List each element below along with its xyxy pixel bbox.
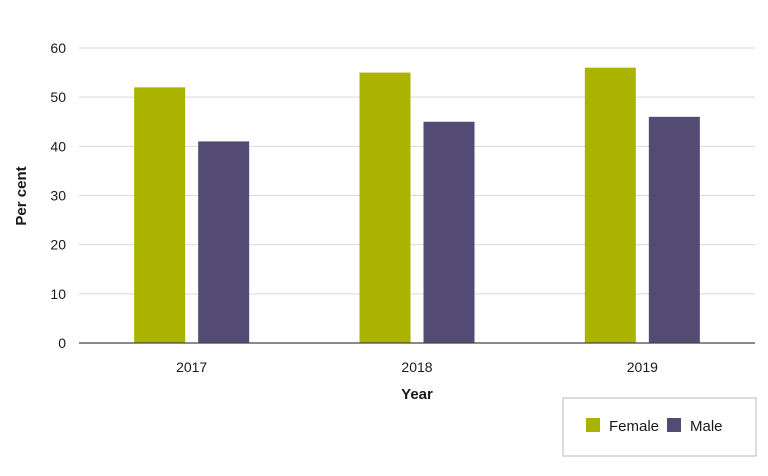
legend-swatch-male [667,418,681,432]
y-tick-labels: 0 10 20 30 40 50 60 [50,40,66,351]
x-tick-label-2017: 2017 [176,359,207,375]
y-tick-label-10: 10 [50,286,66,302]
x-tick-label-2019: 2019 [627,359,658,375]
gridlines [79,47,755,295]
y-tick-label-50: 50 [50,89,66,105]
y-tick-label-0: 0 [58,335,66,351]
legend-label-male: Male [690,418,723,435]
bar-male-2018 [423,121,475,343]
y-tick-label-30: 30 [50,188,66,204]
bar-female-2019 [584,67,636,344]
legend: Female Male [562,397,757,457]
x-tick-label-2018: 2018 [401,359,432,375]
y-axis-label: Per cent [13,166,30,225]
legend-box [562,397,757,457]
x-axis-label: Year [401,386,433,403]
bars [134,67,700,344]
legend-swatch-female [586,418,600,432]
bar-female-2018 [359,72,411,343]
y-tick-label-20: 20 [50,237,66,253]
bar-male-2019 [648,116,700,343]
y-tick-label-60: 60 [50,40,66,56]
y-tick-label-40: 40 [50,138,66,154]
x-tick-labels: 2017 2018 2019 [176,359,658,375]
bar-female-2017 [134,87,186,343]
bar-male-2017 [198,141,250,343]
legend-label-female: Female [609,418,659,435]
